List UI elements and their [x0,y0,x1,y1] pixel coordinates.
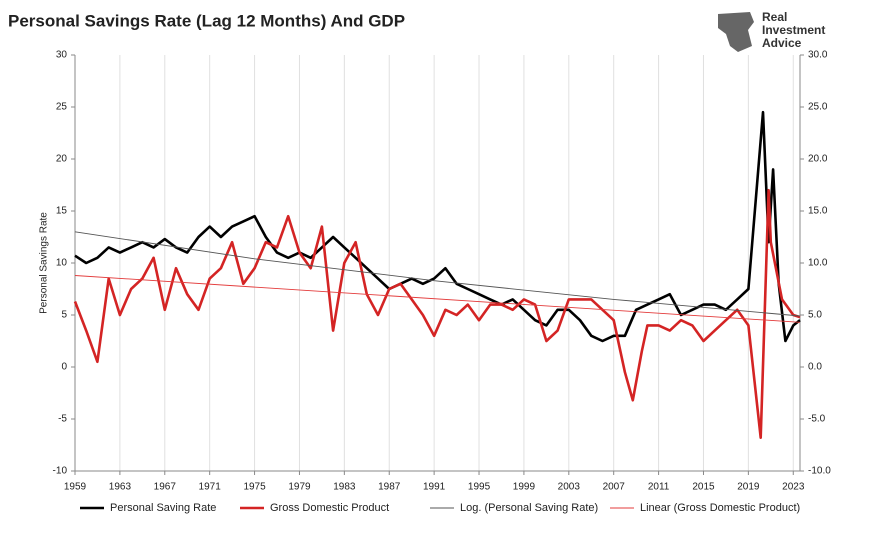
legend-label: Log. (Personal Saving Rate) [460,502,598,514]
x-tick-label: 1983 [333,482,356,493]
y-tick-label: 5 [61,310,67,321]
x-tick-label: 1975 [243,482,266,493]
x-tick-label: 1963 [109,482,132,493]
legend-label: Gross Domestic Product [270,502,389,514]
y-tick-label: 0 [61,362,67,373]
y2-tick-label: 15.0 [808,206,828,217]
series-line [74,110,801,343]
y2-tick-label: 20.0 [808,154,828,165]
y-tick-label: 30 [56,50,68,61]
y-tick-label: 15 [56,206,68,217]
x-tick-label: 1987 [378,482,401,493]
y-tick-label: 10 [56,258,68,269]
y-tick-label: -10 [53,466,68,477]
series-line [74,275,801,323]
x-tick-label: 1999 [513,482,536,493]
y2-tick-label: 25.0 [808,102,828,113]
logo: Real Investment Advice [718,10,825,52]
x-tick-label: 1991 [423,482,446,493]
y2-tick-label: 0.0 [808,362,822,373]
legend-label: Personal Saving Rate [110,502,216,514]
logo-text: Investment [762,23,825,37]
x-tick-label: 2023 [782,482,805,493]
x-tick-label: 2015 [692,482,715,493]
y2-tick-label: -10.0 [808,466,831,477]
x-tick-label: 1995 [468,482,491,493]
x-tick-label: 2007 [603,482,626,493]
y-tick-label: -5 [58,414,67,425]
x-tick-label: 1979 [288,482,311,493]
y-tick-label: 20 [56,154,68,165]
logo-icon [718,12,754,52]
chart-title: Personal Savings Rate (Lag 12 Months) An… [8,11,405,30]
y2-tick-label: 30.0 [808,50,828,61]
legend-label: Linear (Gross Domestic Product) [640,502,800,514]
y2-tick-label: 10.0 [808,258,828,269]
logo-text: Real [762,10,787,24]
series-line [74,231,801,317]
x-tick-label: 2019 [737,482,760,493]
y-axis-label: Personal Savings Rate [39,212,50,314]
series-line [73,188,801,439]
x-tick-label: 1971 [199,482,222,493]
y2-tick-label: 5.0 [808,310,822,321]
y-tick-label: 25 [56,102,68,113]
logo-text: Advice [762,36,802,50]
x-tick-label: 1967 [154,482,177,493]
x-tick-label: 2011 [648,482,670,493]
x-tick-label: 2003 [558,482,581,493]
y2-tick-label: -5.0 [808,414,826,425]
x-tick-label: 1959 [64,482,87,493]
